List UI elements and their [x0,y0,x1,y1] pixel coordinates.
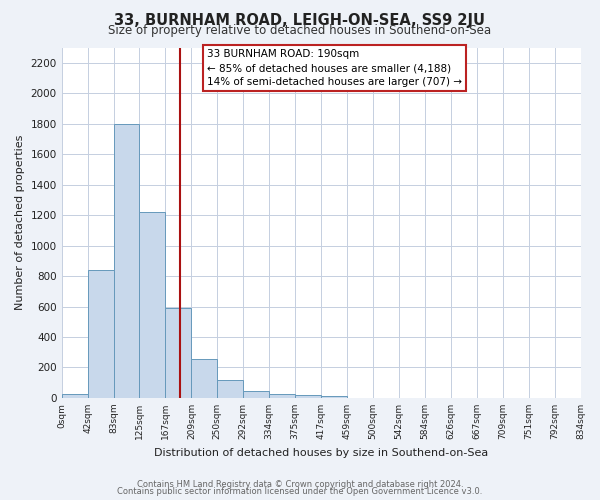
Text: Size of property relative to detached houses in Southend-on-Sea: Size of property relative to detached ho… [109,24,491,37]
Text: 33, BURNHAM ROAD, LEIGH-ON-SEA, SS9 2JU: 33, BURNHAM ROAD, LEIGH-ON-SEA, SS9 2JU [115,12,485,28]
Bar [139,212,166,398]
X-axis label: Distribution of detached houses by size in Southend-on-Sea: Distribution of detached houses by size … [154,448,488,458]
Bar [88,270,113,398]
Text: Contains public sector information licensed under the Open Government Licence v3: Contains public sector information licen… [118,488,482,496]
Bar [243,391,269,398]
Text: Contains HM Land Registry data © Crown copyright and database right 2024.: Contains HM Land Registry data © Crown c… [137,480,463,489]
Text: 33 BURNHAM ROAD: 190sqm
← 85% of detached houses are smaller (4,188)
14% of semi: 33 BURNHAM ROAD: 190sqm ← 85% of detache… [207,50,462,88]
Bar [295,395,321,398]
Bar [191,359,217,398]
Bar [62,394,88,398]
Bar [113,124,139,398]
Bar [166,308,191,398]
Bar [269,394,295,398]
Bar [321,396,347,398]
Y-axis label: Number of detached properties: Number of detached properties [15,135,25,310]
Bar [217,380,243,398]
